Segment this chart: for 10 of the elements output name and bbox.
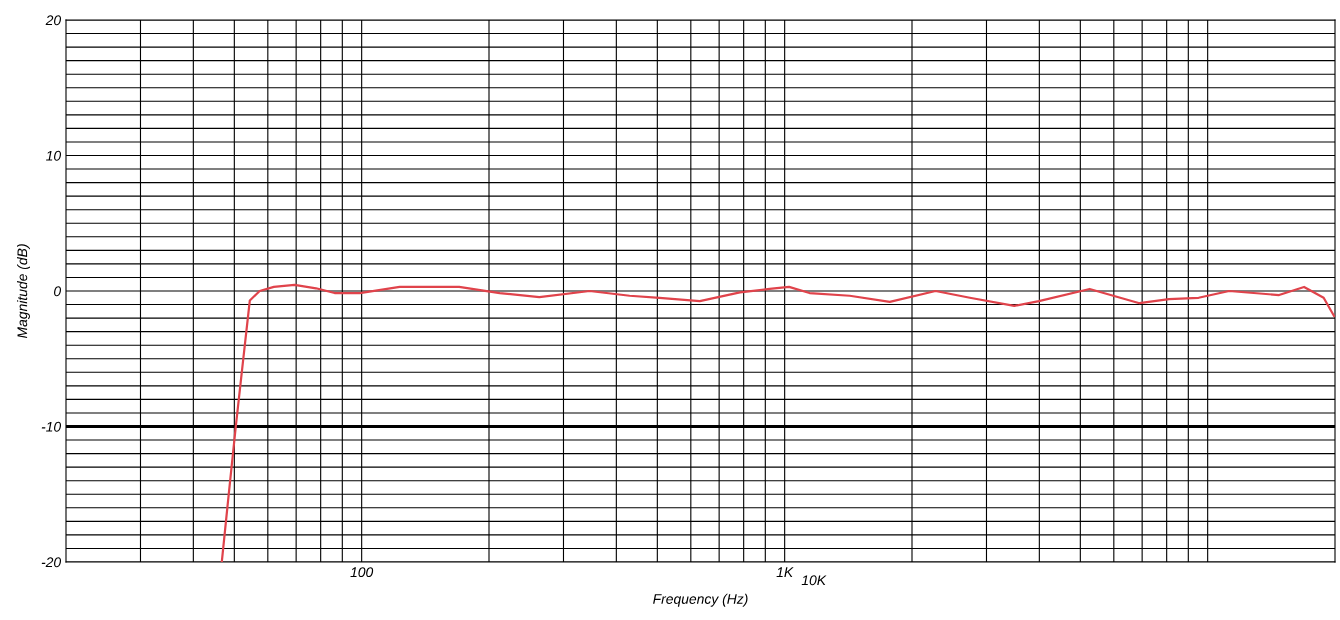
y-axis-title: Magnitude (dB) — [17, 244, 30, 339]
y-tick-label: 10 — [46, 150, 62, 161]
x-tick-label: 1K — [776, 567, 794, 577]
x-tick-label: 100 — [350, 567, 374, 578]
y-tick-label: -20 — [41, 557, 62, 568]
y-tick-label: 0 — [54, 286, 62, 297]
text: 10K — [801, 575, 827, 586]
y-tick-label: 20 — [45, 15, 62, 26]
x-axis-title: Frequency (Hz) — [653, 593, 748, 607]
y-tick-label: -10 — [41, 421, 62, 432]
